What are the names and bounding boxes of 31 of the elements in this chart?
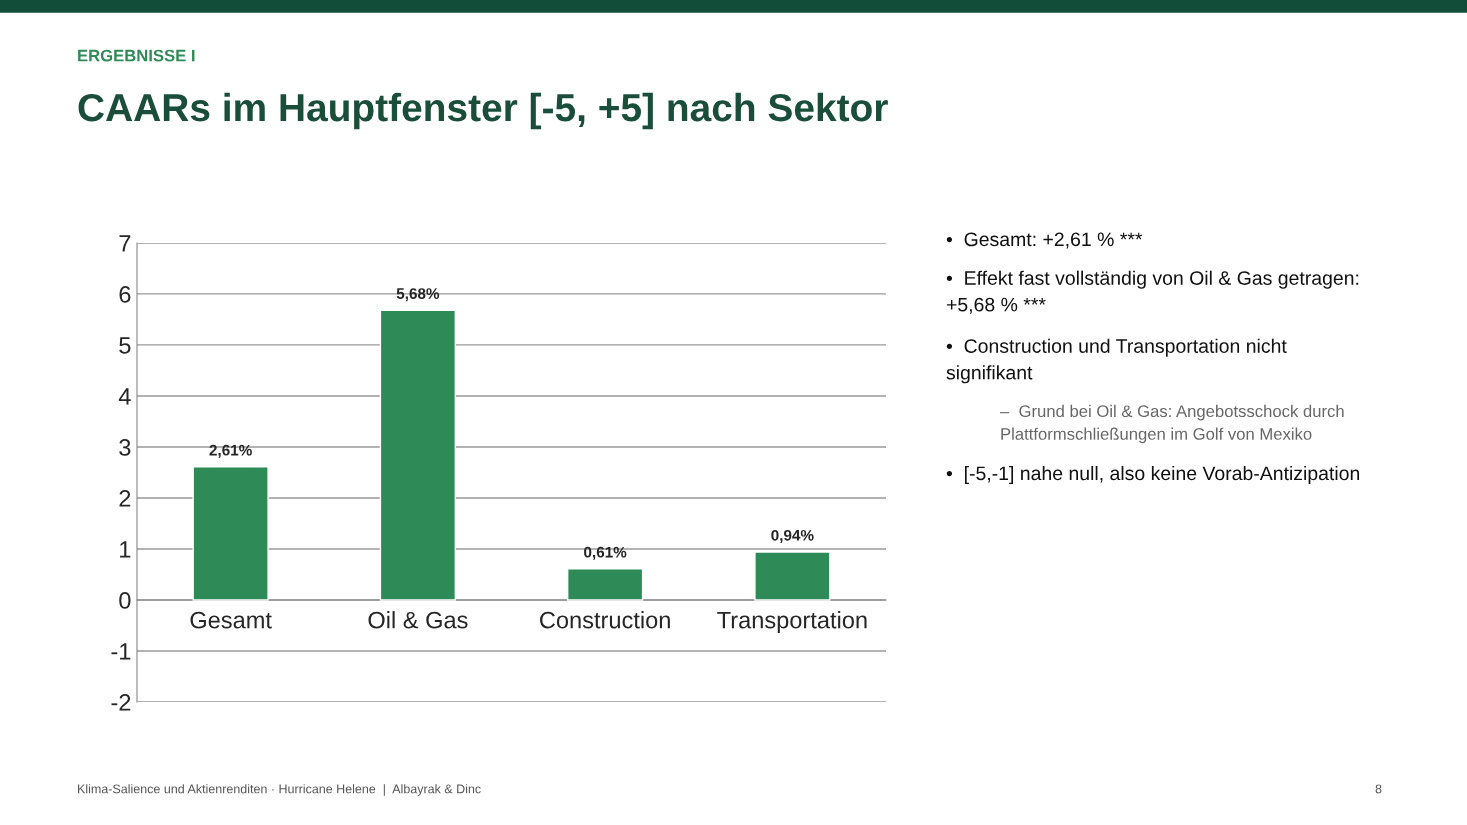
- y-tick-label: -1: [111, 643, 131, 660]
- x-tick-label: Construction: [540, 611, 670, 629]
- x-tick-label: Transportation: [717, 611, 867, 634]
- y-tick-label: 5: [119, 337, 131, 354]
- text: • Effekt fast vollständig von Oil & Gas getragen: +5,68 % ***: [946, 270, 1359, 314]
- text: Klima-Salience und Aktienrenditen · Hurricane Helene | Albayrak & Dinc: [78, 784, 481, 796]
- bar: [379, 309, 457, 601]
- x-tick-label: Oil & Gas: [368, 611, 468, 629]
- y-tick-label: 6: [119, 286, 131, 303]
- y-tick-label: 7: [119, 235, 131, 252]
- y-tick-label: 3: [119, 439, 131, 456]
- y-tick-label: 1: [120, 541, 131, 558]
- y-tick-label: -2: [111, 694, 131, 711]
- y-tick-label: 0: [119, 592, 131, 609]
- bar: [754, 551, 831, 601]
- y-tick-label: 4: [118, 388, 131, 405]
- chart-title: CAARs im Hauptfenster [-5, +5] nach Sektor: [78, 92, 888, 130]
- text: • [-5,-1] nahe null, also keine Vorab-Antizipation: [946, 465, 1360, 485]
- text: 8: [1375, 784, 1382, 794]
- bar: [192, 466, 269, 601]
- text: • Gesamt: +2,61 % ***: [946, 232, 1143, 249]
- data-label: 0,61%: [584, 546, 627, 560]
- x-tick-label: Gesamt: [190, 611, 272, 629]
- bar: [566, 568, 644, 601]
- data-label: 2,61%: [209, 444, 252, 458]
- text: – Grund bei Oil & Gas: Angebotsschock durch Plattformschließungen im Golf von Mexiko: [1000, 404, 1344, 444]
- chart-subtitle: ERGEBNISSE I: [78, 49, 195, 62]
- text: • Construction und Transportation nicht signifikant: [946, 338, 1287, 384]
- y-tick-label: 2: [119, 490, 131, 507]
- data-label: 0,94%: [771, 529, 814, 543]
- data-label: 5,68%: [396, 288, 440, 302]
